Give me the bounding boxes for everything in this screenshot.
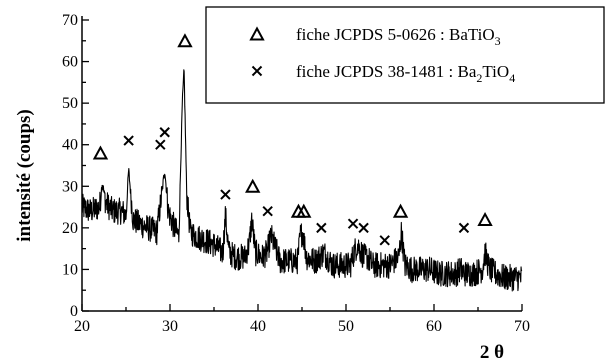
legend-entries: fiche JCPDS 5-0626 : BaTiO3 fiche JCPDS 3… bbox=[249, 25, 515, 85]
legend-label-main: fiche JCPDS 38-1481 : Ba bbox=[296, 62, 477, 81]
y-tick-label: 50 bbox=[62, 95, 78, 112]
y-tick-label: 60 bbox=[62, 54, 78, 71]
x-tick-label: 60 bbox=[426, 318, 442, 335]
peak-triangle-marker bbox=[177, 33, 193, 48]
legend-label-subscript: 2 bbox=[476, 71, 482, 85]
x-tick-label: 20 bbox=[74, 318, 90, 335]
peak-cross-marker bbox=[123, 135, 134, 146]
y-tick-label: 40 bbox=[62, 137, 78, 154]
y-tick-label: 0 bbox=[70, 303, 78, 320]
peak-triangle-marker bbox=[92, 145, 109, 160]
peak-cross-marker bbox=[379, 235, 390, 246]
legend: fiche JCPDS 5-0626 : BaTiO3 fiche JCPDS 3… bbox=[205, 6, 605, 104]
peak-triangle-marker bbox=[477, 211, 493, 227]
peak-cross-marker bbox=[358, 222, 369, 234]
x-ticks-group: 20 30 40 50 60 70 bbox=[74, 304, 530, 335]
legend-label-2: fiche JCPDS 38-1481 : Ba2TiO4 bbox=[296, 62, 515, 85]
peak-triangle-marker bbox=[392, 203, 409, 218]
x-tick-label: 70 bbox=[514, 318, 530, 335]
legend-label-subscript-2: 4 bbox=[509, 71, 515, 85]
peak-triangle-marker bbox=[296, 203, 312, 218]
x-tick-label: 30 bbox=[162, 318, 178, 335]
x-tick-label: 40 bbox=[250, 318, 266, 335]
peak-triangle-marker bbox=[245, 178, 261, 193]
y-tick-label: 20 bbox=[62, 220, 78, 237]
peak-cross-marker bbox=[316, 222, 327, 234]
y-axis-label: intensité (coups) bbox=[14, 109, 35, 241]
legend-label-tail: TiO bbox=[482, 62, 509, 81]
peak-cross-marker bbox=[155, 139, 166, 150]
x-axis-label: 2 θ bbox=[480, 342, 504, 362]
legend-label-subscript: 3 bbox=[495, 34, 501, 48]
peak-cross-marker bbox=[347, 218, 359, 229]
y-ticks-group: 0 10 20 30 40 50 60 70 bbox=[62, 12, 89, 320]
legend-cross-icon bbox=[251, 65, 263, 77]
peak-cross-marker bbox=[262, 206, 273, 217]
plot-markers-group bbox=[92, 33, 493, 246]
y-tick-label: 30 bbox=[62, 178, 78, 195]
y-tick-label: 10 bbox=[62, 261, 78, 278]
peak-cross-marker bbox=[220, 189, 231, 200]
peak-cross-marker bbox=[458, 222, 470, 234]
legend-label-1: fiche JCPDS 5-0626 : BaTiO3 bbox=[296, 25, 501, 48]
plot-series-group bbox=[81, 69, 523, 292]
legend-label-main: fiche JCPDS 5-0626 : BaTiO bbox=[296, 25, 495, 44]
legend-box bbox=[205, 6, 605, 104]
x-tick-label: 50 bbox=[338, 318, 354, 335]
xrd-pattern-line bbox=[81, 69, 523, 292]
peak-cross-marker bbox=[159, 127, 170, 138]
legend-triangle-icon bbox=[249, 26, 265, 41]
y-tick-label: 70 bbox=[62, 12, 78, 29]
